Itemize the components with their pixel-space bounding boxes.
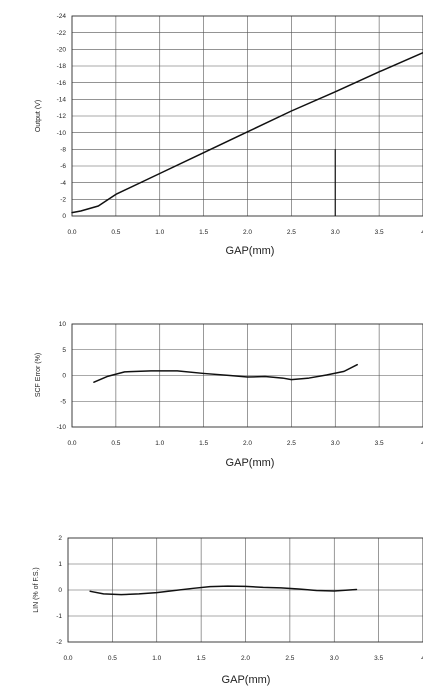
x-tick-label: 0.5 bbox=[111, 440, 120, 447]
x-tick-label: 2.0 bbox=[243, 229, 252, 236]
y-tick-label: 0 bbox=[62, 373, 66, 380]
y-tick-label: -2 bbox=[60, 197, 66, 204]
y-tick-label: -12 bbox=[57, 113, 67, 120]
output-voltage-panel: Output (V) GAP(mm) 0 -2 -4 -6 -8 -10 -12 -14 -16… bbox=[35, 13, 423, 257]
x-axis-label: GAP(mm) bbox=[222, 674, 271, 686]
x-tick-label: 3.5 bbox=[375, 440, 384, 447]
x-tick-label: 1.0 bbox=[155, 440, 164, 447]
plot-frame bbox=[67, 537, 423, 643]
y-tick-label: 0 bbox=[58, 587, 62, 594]
y-tick-label: 0 bbox=[62, 213, 66, 220]
x-tick-label: 3.0 bbox=[331, 229, 340, 236]
y-axis-label: Output (V) bbox=[35, 100, 42, 132]
x-tick-label: 0.0 bbox=[67, 229, 76, 236]
x-tick-label: 0.5 bbox=[111, 229, 120, 236]
y-tick-label: -14 bbox=[57, 97, 67, 104]
x-tick-label: 3.0 bbox=[331, 440, 340, 447]
y-tick-label: -20 bbox=[57, 47, 67, 54]
x-tick-label: 2.5 bbox=[287, 440, 296, 447]
y-tick-label: 2 bbox=[58, 535, 62, 542]
y-axis-label: LIN (% of F.S.) bbox=[33, 567, 40, 613]
y-tick-label: -4 bbox=[60, 180, 66, 187]
y-tick-label: -24 bbox=[57, 13, 67, 20]
series-line bbox=[93, 363, 358, 383]
x-tick-label: 3.5 bbox=[374, 655, 383, 662]
y-tick-label: -6 bbox=[60, 163, 66, 170]
x-tick-label: 0.5 bbox=[108, 655, 117, 662]
y-tick-label: -16 bbox=[57, 80, 67, 87]
y-tick-label: -1 bbox=[56, 613, 62, 620]
x-tick-label: 1.0 bbox=[152, 655, 161, 662]
y-tick-label: 5 bbox=[62, 347, 66, 354]
series-line bbox=[71, 51, 423, 214]
y-tick-label: -22 bbox=[57, 30, 67, 37]
x-tick-label: 1.5 bbox=[197, 655, 206, 662]
y-tick-label: -5 bbox=[60, 398, 66, 405]
plot-frame bbox=[71, 323, 423, 428]
y-tick-label: 10 bbox=[59, 321, 67, 328]
y-tick-label: -18 bbox=[57, 63, 67, 70]
plot-frame bbox=[71, 15, 423, 217]
scf-error-panel: SCF Error (%) GAP(mm) 10 5 0 -5 -10 0.0 0.5 1.0… bbox=[35, 321, 423, 469]
x-tick-label: 3.5 bbox=[375, 229, 384, 236]
x-tick-label: 1.5 bbox=[199, 229, 208, 236]
x-tick-label: 2.0 bbox=[241, 655, 250, 662]
x-tick-label: 2.5 bbox=[285, 655, 294, 662]
x-tick-label: 0.0 bbox=[63, 655, 72, 662]
x-tick-label: 2.0 bbox=[243, 440, 252, 447]
x-tick-label: 4 bbox=[421, 229, 423, 236]
y-tick-label: -10 bbox=[57, 130, 67, 137]
y-tick-label: -10 bbox=[57, 424, 67, 431]
x-tick-label: 4 bbox=[421, 440, 423, 447]
x-tick-label: 0.0 bbox=[67, 440, 76, 447]
x-tick-label: 4 bbox=[421, 655, 423, 662]
x-tick-label: 1.5 bbox=[199, 440, 208, 447]
x-axis-label: GAP(mm) bbox=[226, 245, 275, 257]
y-tick-label: -8 bbox=[60, 147, 66, 154]
y-axis-label: SCF Error (%) bbox=[35, 353, 42, 397]
linearity-panel: LIN (% of F.S.) GAP(mm) 2 1 0 -1 -2 0.0 0.5 1.0… bbox=[33, 535, 423, 686]
x-tick-label: 1.0 bbox=[155, 229, 164, 236]
series-line bbox=[89, 585, 358, 596]
x-tick-label: 2.5 bbox=[287, 229, 296, 236]
x-tick-label: 3.0 bbox=[330, 655, 339, 662]
y-tick-label: -2 bbox=[56, 639, 62, 646]
y-tick-label: 1 bbox=[58, 561, 62, 568]
x-axis-label: GAP(mm) bbox=[226, 457, 275, 469]
